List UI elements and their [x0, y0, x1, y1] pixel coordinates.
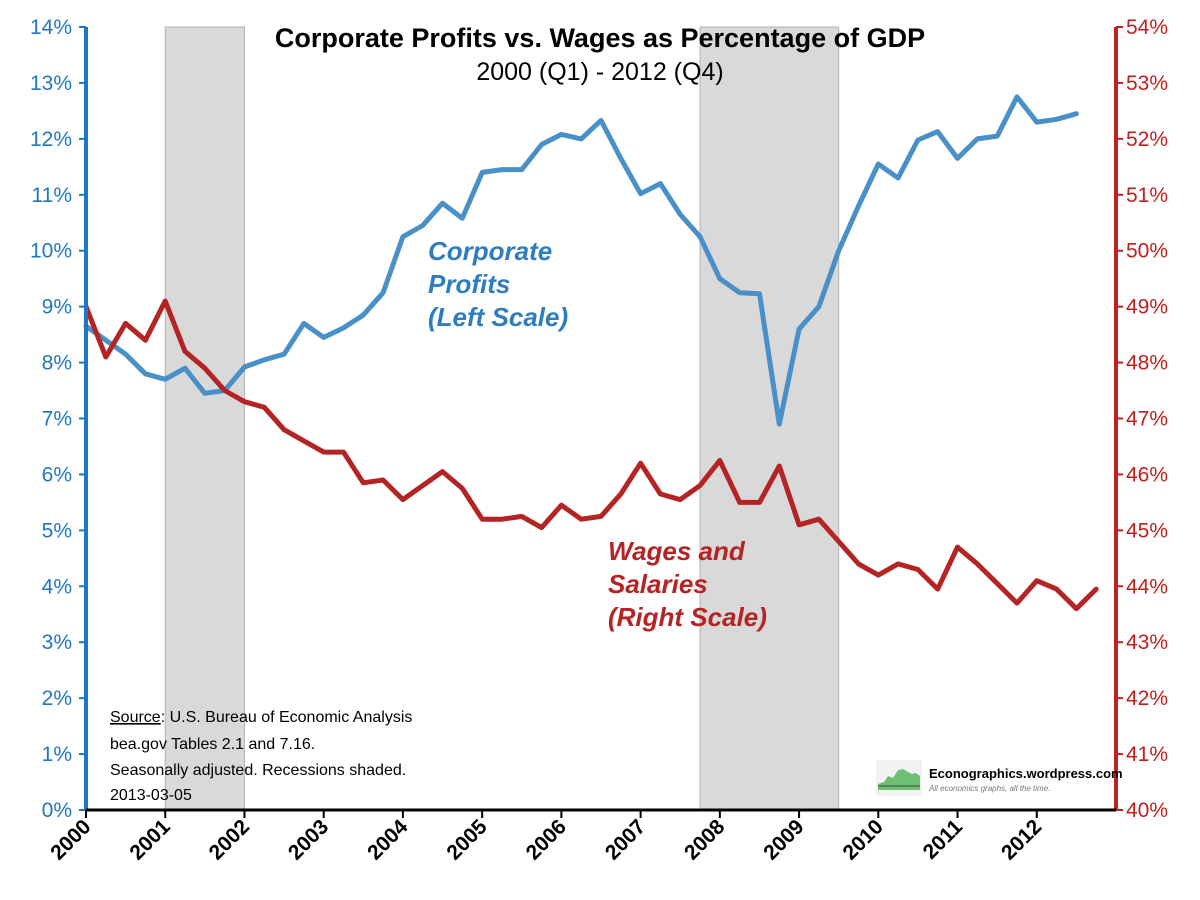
right-tick-label: 42%: [1126, 687, 1168, 710]
chart-subtitle: 2000 (Q1) - 2012 (Q4): [476, 58, 723, 86]
left-tick-label: 5%: [42, 519, 72, 542]
left-tick-label: 12%: [30, 128, 72, 151]
left-tick-label: 2%: [42, 687, 72, 710]
annotation-profits-line-1: Corporate: [428, 236, 552, 266]
left-tick-label: 10%: [30, 240, 72, 263]
source-note: Source: U.S. Bureau of Economic Analysis…: [110, 709, 412, 804]
left-tick-label: 9%: [42, 296, 72, 319]
axes: [84, 27, 1118, 812]
source-line-3: Seasonally adjusted. Recessions shaded.: [110, 762, 406, 779]
right-tick-label: 46%: [1126, 463, 1168, 486]
left-tick-label: 4%: [42, 575, 72, 598]
source-line-2: bea.gov Tables 2.1 and 7.16.: [110, 736, 315, 753]
right-tick-label: 54%: [1126, 16, 1168, 39]
left-tick-label: 6%: [42, 463, 72, 486]
annotation-profits-line-2: Profits: [428, 269, 510, 299]
recession-band-1: [164, 26, 245, 811]
series-line-profits: [83, 94, 1079, 427]
right-tick-label: 49%: [1126, 296, 1168, 319]
left-tick-label: 1%: [42, 743, 72, 766]
recession-bands: [164, 26, 840, 811]
annotation-profits-line-3: (Left Scale): [428, 302, 568, 332]
series-line-wages: [83, 298, 1099, 612]
source-line-4: 2013-03-05: [110, 787, 192, 804]
source-label: Source: [110, 709, 161, 726]
right-tick-label: 53%: [1126, 72, 1168, 95]
left-tick-label: 0%: [42, 799, 72, 822]
logo-thumbnail-chart: [878, 769, 920, 790]
right-tick-label: 40%: [1126, 799, 1168, 822]
right-tick-label: 41%: [1126, 743, 1168, 766]
annotation-wages-line-2: Salaries: [608, 569, 708, 599]
left-tick-label: 8%: [42, 352, 72, 375]
right-tick-label: 50%: [1126, 240, 1168, 263]
chart-title: Corporate Profits vs. Wages as Percentag…: [275, 23, 925, 53]
left-tick-label: 13%: [30, 72, 72, 95]
left-tick-label: 14%: [30, 16, 72, 39]
right-tick-label: 43%: [1126, 631, 1168, 654]
left-tick-label: 3%: [42, 631, 72, 654]
right-tick-label: 51%: [1126, 184, 1168, 207]
right-tick-label: 52%: [1126, 128, 1168, 151]
left-tick-label: 11%: [32, 184, 72, 207]
logo-text: Econographics.wordpress.com: [929, 766, 1123, 781]
annotation-wages-line-3: (Right Scale): [608, 602, 767, 632]
source-line-1: Source: U.S. Bureau of Economic Analysis: [110, 709, 412, 726]
source-line-1-rest: : U.S. Bureau of Economic Analysis: [161, 709, 413, 726]
econographics-logo: Econographics.wordpress.com All economic…: [876, 760, 1123, 796]
logo-tagline: All economics graphs, all the time.: [928, 784, 1050, 793]
annotation-wages-line-1: Wages and: [608, 536, 746, 566]
right-tick-label: 48%: [1126, 352, 1168, 375]
right-tick-label: 45%: [1126, 519, 1168, 542]
left-tick-label: 7%: [42, 408, 72, 431]
series-lines: [83, 94, 1099, 612]
right-tick-label: 47%: [1126, 408, 1168, 431]
right-tick-label: 44%: [1126, 575, 1168, 598]
recession-band-2: [699, 26, 840, 811]
